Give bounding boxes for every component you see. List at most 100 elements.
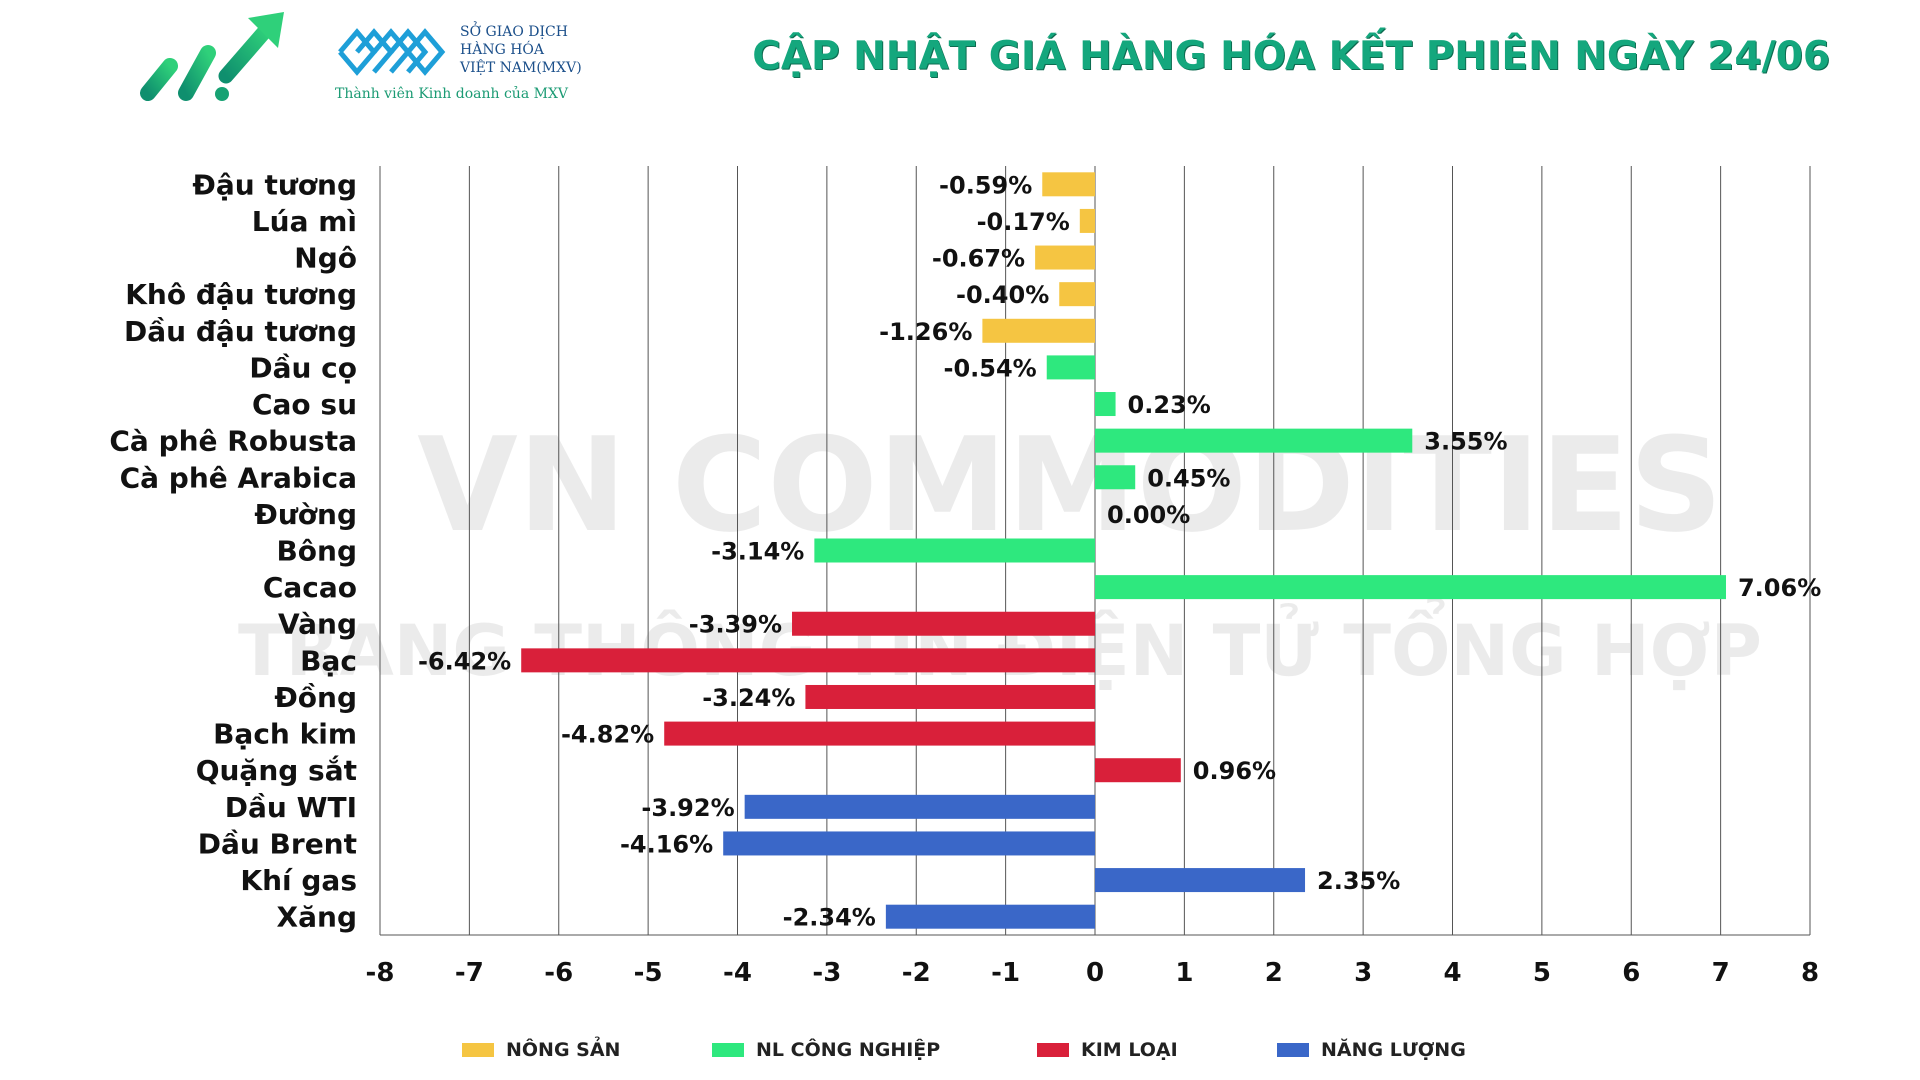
category-label: Dầu đậu tương [124,315,357,348]
value-label: 0.00% [1107,501,1190,529]
bar [1095,465,1136,490]
value-labels: -0.59% -0.17% -0.67% -0.40% -1.26% -0.54% 0.23… [418,171,1821,931]
category-label: Dầu WTI [225,791,357,824]
bar [1095,428,1413,453]
growth-logo-icon [140,12,284,101]
category-label: Cao su [252,388,357,421]
value-label: -0.17% [977,208,1070,236]
category-label: Khô đậu tương [125,278,357,311]
bar [1095,758,1181,783]
x-tick-label: -3 [812,958,841,988]
x-tick-label: 8 [1801,958,1819,988]
bar [814,538,1095,563]
value-label: -0.54% [944,354,1037,382]
x-tick-label: -6 [544,958,573,988]
value-label: -4.82% [561,721,654,749]
x-tick-label: 4 [1443,958,1461,988]
value-label: -3.24% [702,684,795,712]
category-label: Xăng [277,901,357,934]
legend-swatch [1277,1043,1309,1057]
category-label: Cacao [263,571,357,604]
value-label: 0.23% [1128,391,1211,419]
x-tick-label: 3 [1354,958,1372,988]
mxv-name-line3: VIỆT NAM(MXV) [460,60,582,76]
category-label: Khí gas [240,864,357,897]
legend-label: NÔNG SẢN [506,1039,621,1061]
value-label: 7.06% [1738,574,1821,602]
category-label: Dầu Brent [198,827,357,860]
x-tick-label: -2 [902,958,931,988]
x-tick-label: 0 [1086,958,1104,988]
x-tick-label: 1 [1175,958,1193,988]
x-tick-label: 5 [1533,958,1551,988]
value-label: 0.45% [1147,464,1230,492]
mxv-name-line1: SỞ GIAO DỊCH [460,24,568,40]
value-label: -6.42% [418,647,511,675]
value-label: -4.16% [620,830,713,858]
legend-swatch [712,1043,744,1057]
value-label: -3.92% [641,794,734,822]
category-label: Bạc [300,644,357,677]
x-tick-label: 7 [1712,958,1730,988]
bar [723,831,1095,856]
legend-item: KIM LOẠI [1037,1030,1178,1070]
bar [885,904,1095,929]
bar [1042,172,1095,197]
header: SỞ GIAO DỊCH HÀNG HÓA VIỆT NAM(MXV) Thàn… [0,0,1920,130]
category-label: Đồng [274,681,357,714]
bar [1046,355,1095,380]
category-label: Lúa mì [252,205,357,238]
value-label: -0.59% [939,171,1032,199]
legend-label: NĂNG LƯỢNG [1321,1039,1466,1061]
bar [664,721,1095,746]
bar [1079,208,1095,233]
x-tick-label: -7 [455,958,484,988]
category-label: Ngô [294,242,357,275]
legend-item: NÔNG SẢN [462,1030,620,1070]
category-label: Bạch kim [213,718,357,751]
value-label: 2.35% [1317,867,1400,895]
bar [805,684,1095,709]
bar [792,611,1095,636]
bar [521,648,1095,673]
x-tick-label: -4 [723,958,752,988]
legend-item: NĂNG LƯỢNG [1277,1030,1466,1070]
bar [982,318,1095,343]
value-label: 3.55% [1424,428,1507,456]
value-label: -3.39% [689,611,782,639]
category-label: Dầu cọ [249,351,357,384]
legend-label: KIM LOẠI [1081,1039,1178,1061]
category-label: Bông [276,535,357,568]
bar [1095,868,1306,893]
category-label: Cà phê Robusta [109,425,357,458]
category-label: Quặng sắt [196,754,357,787]
mxv-logo-icon [338,28,446,76]
bars [521,172,1726,929]
x-tick-label: -8 [366,958,395,988]
legend-label: NL CÔNG NGHIỆP [756,1039,941,1061]
category-label: Cà phê Arabica [120,461,357,494]
value-label: -1.26% [879,318,972,346]
category-label: Đậu tương [192,168,357,201]
value-label: 0.96% [1193,757,1276,785]
bar [1059,282,1095,307]
value-label: -0.67% [932,245,1025,273]
x-axis-tick-labels: -8 -7 -6 -5 -4 -3 -2 -1 0 1 2 3 4 5 6 7 8 [366,958,1819,988]
value-label: -2.34% [783,904,876,932]
bar [744,794,1095,819]
bar [1035,245,1095,270]
x-tick-label: -1 [991,958,1020,988]
value-label: -3.14% [711,538,804,566]
mxv-name-line2: HÀNG HÓA [460,42,544,58]
x-tick-label: -5 [634,958,663,988]
x-tick-label: 6 [1622,958,1640,988]
category-label: Vàng [278,608,357,641]
x-tick-label: 2 [1265,958,1283,988]
page-title: CẬP NHẬT GIÁ HÀNG HÓA KẾT PHIÊN NGÀY 24/… [752,34,1830,79]
bar [1095,575,1726,600]
legend-item: NL CÔNG NGHIỆP [712,1030,940,1070]
watermark-line1: VN COMMODITIES [417,409,1723,561]
value-label: -0.40% [956,281,1049,309]
bar [1095,392,1116,417]
